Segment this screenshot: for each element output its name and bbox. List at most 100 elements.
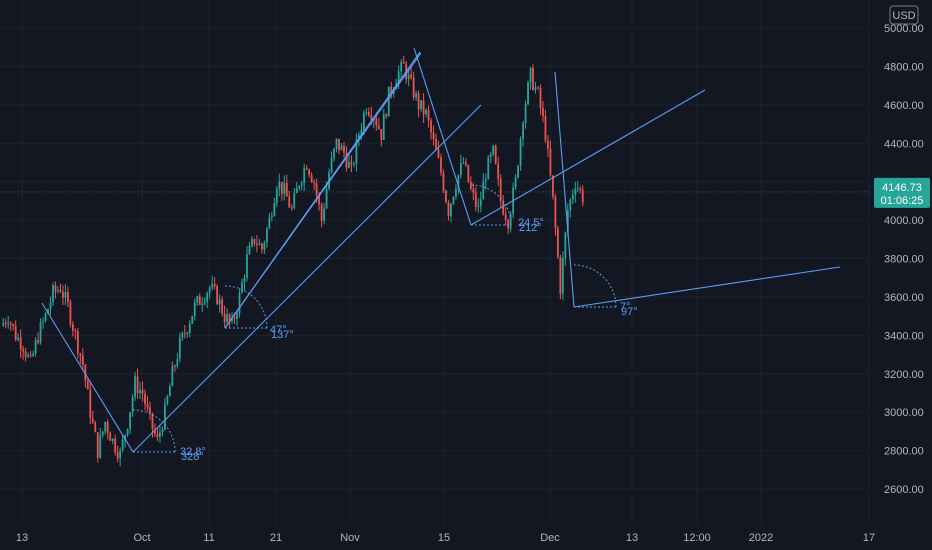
trend-line [41, 302, 134, 453]
candle-body [226, 314, 228, 323]
candle-body [571, 194, 574, 200]
candle-body [24, 351, 27, 357]
candle-body [529, 67, 532, 83]
angle-label: 328° [181, 451, 204, 463]
price-tick-label: 3800.00 [884, 254, 924, 266]
candle-body [193, 302, 196, 316]
candle-body [171, 365, 174, 387]
candle-body [474, 192, 477, 207]
candle-body [2, 322, 5, 326]
candle-body [258, 243, 261, 246]
candle-body [161, 429, 164, 433]
candle-body [554, 196, 557, 229]
candle-body [238, 292, 241, 314]
price-tick-label: 3600.00 [884, 292, 924, 304]
candle-body [228, 314, 231, 322]
candle-body [455, 188, 457, 197]
candle-body [333, 148, 335, 158]
candle-body [462, 162, 465, 164]
candle-body [559, 257, 562, 294]
candle-body [111, 438, 114, 441]
candle-body [427, 109, 430, 121]
time-tick-label: 13 [626, 532, 638, 544]
candle-body [574, 188, 577, 195]
time-tick-label: 11 [203, 532, 214, 544]
candle-body [298, 186, 301, 189]
trend-line [573, 266, 841, 308]
candle-body [280, 181, 283, 194]
price-tick-label: 5000.00 [884, 23, 924, 35]
candle-body [149, 407, 151, 414]
candle-body [450, 203, 452, 217]
candle-body [76, 331, 79, 354]
candle-body [54, 285, 57, 292]
candle-body [181, 332, 184, 338]
candle-body [4, 322, 7, 324]
candle-body [425, 109, 427, 115]
candle-body [188, 323, 191, 333]
candle-body [183, 332, 186, 334]
candle-body [467, 164, 470, 182]
candle-body [552, 175, 554, 197]
candle-body [447, 202, 450, 217]
candle-body [420, 100, 422, 110]
candle-body [231, 317, 233, 322]
candle-body [415, 93, 418, 98]
candle-body [417, 93, 420, 110]
time-tick-label: 2022 [749, 532, 773, 544]
candle-body [527, 82, 529, 105]
candle-body [581, 189, 584, 203]
candle-body [375, 118, 378, 126]
candle-body [62, 291, 64, 298]
candle-body [343, 145, 345, 153]
candle-body [139, 389, 141, 394]
price-tick-label: 3200.00 [884, 369, 924, 381]
candle-body [151, 413, 154, 430]
candle-body [191, 315, 194, 324]
angle-label: 47° [270, 324, 287, 336]
candle-body [492, 145, 495, 155]
candle-body [365, 111, 368, 113]
candle-body [213, 283, 216, 287]
candle-body [437, 149, 440, 158]
candle-body [353, 163, 355, 165]
candle-body [221, 299, 224, 314]
candle-body [37, 340, 39, 343]
candle-body [7, 323, 10, 325]
candle-body [131, 397, 134, 413]
candle-body [377, 125, 380, 130]
time-tick-label: Nov [340, 532, 360, 544]
candle-body [203, 301, 206, 304]
candle-body [514, 177, 517, 188]
candle-body [335, 138, 338, 149]
currency-badge[interactable]: USD [889, 5, 919, 25]
candle-body [576, 188, 579, 190]
time-tick-label: Oct [133, 532, 150, 544]
candle-body [412, 77, 415, 98]
candle-body [86, 380, 89, 390]
trend-line [224, 51, 421, 329]
candle-body [81, 355, 84, 365]
angle-label: 97° [621, 306, 638, 318]
candle-body [251, 238, 253, 246]
candle-body [283, 182, 286, 194]
candle-body [402, 61, 405, 64]
candle-body [487, 157, 490, 180]
candle-body [313, 181, 316, 184]
candle-body [89, 389, 92, 419]
time-tick-label: 17 [863, 532, 875, 544]
candle-body [178, 337, 181, 360]
candle-body [305, 168, 308, 170]
time-tick-label: 13 [16, 532, 28, 544]
candle-body [422, 100, 425, 115]
price-tick-label: 4400.00 [884, 138, 924, 150]
candle-body [166, 396, 169, 404]
candle-body [519, 138, 522, 166]
candle-body [338, 138, 340, 151]
candle-body [445, 190, 447, 203]
candle-body [360, 129, 363, 136]
candle-body [325, 188, 328, 209]
candle-body [370, 115, 373, 120]
